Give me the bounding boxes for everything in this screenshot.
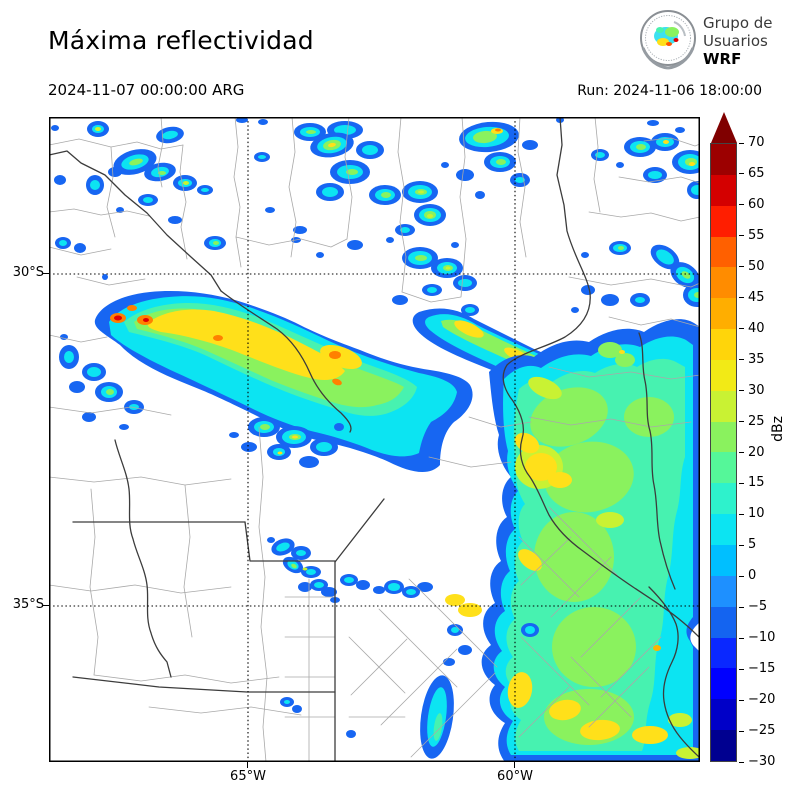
- colorbar-segment: [711, 298, 736, 330]
- run-time-label: Run: 2024-11-06 18:00:00: [577, 83, 762, 99]
- wrf-logo-seal: [640, 10, 696, 70]
- colorbar-segment: [711, 359, 736, 391]
- colorbar-overflow-arrow: [711, 112, 737, 143]
- reflectivity-map: [49, 117, 700, 762]
- colorbar-segment: [711, 421, 736, 453]
- colorbar-tick: [739, 606, 744, 608]
- colorbar-tick: [739, 730, 744, 732]
- colorbar-segment: [711, 267, 736, 299]
- colorbar-tick-label: 35: [748, 351, 765, 367]
- lon-tick-65w: [247, 762, 248, 768]
- colorbar-tick: [739, 390, 744, 392]
- colorbar-segment: [711, 390, 736, 422]
- colorbar-tick: [739, 235, 744, 237]
- logo-line-wrf: WRF: [703, 50, 742, 68]
- colorbar-segment: [711, 544, 736, 576]
- logo-line-2: Usuarios: [703, 32, 768, 50]
- colorbar-tick-label: 40: [748, 320, 765, 336]
- colorbar-tick-label: −20: [748, 692, 776, 708]
- colorbar-tick-label: 70: [748, 135, 765, 150]
- laurel-right: [667, 47, 695, 70]
- colorbar-tick: [739, 482, 744, 484]
- lon-label-60w: 60°W: [497, 769, 533, 784]
- colorbar-tick: [739, 513, 744, 515]
- colorbar-tick-label: 5: [748, 537, 757, 553]
- colorbar-segment: [711, 730, 736, 761]
- colorbar-segment: [711, 144, 736, 175]
- colorbar-segment: [711, 575, 736, 607]
- colorbar-tick: [739, 204, 744, 206]
- colorbar-tick-label: 15: [748, 475, 765, 491]
- colorbar-tick-label: 10: [748, 506, 765, 522]
- colorbar-tick-label: −30: [748, 754, 776, 769]
- lat-label-30s: 30°S: [12, 265, 44, 280]
- colorbar-tick: [739, 637, 744, 639]
- colorbar-tick: [739, 359, 744, 361]
- lon-tick-60w: [514, 762, 515, 768]
- colorbar-tick-label: 20: [748, 444, 765, 460]
- colorbar-tick: [739, 173, 744, 175]
- colorbar-tick-label: 45: [748, 289, 765, 305]
- colorbar-tick: [739, 421, 744, 423]
- colorbar-tick-label: 0: [748, 568, 757, 584]
- laurel-left: [641, 47, 669, 70]
- colorbar-unit-label: dBz: [770, 416, 786, 442]
- colorbar-tick: [739, 266, 744, 268]
- colorbar-tick: [739, 575, 744, 577]
- colorbar-segment: [711, 668, 736, 700]
- colorbar-tick: [739, 452, 744, 453]
- colorbar-tick-label: −10: [748, 630, 776, 646]
- logo-text: Grupo de Usuarios WRF: [703, 14, 773, 68]
- colorbar-segment: [711, 699, 736, 731]
- colorbar-tick: [739, 668, 744, 670]
- lon-label-65w: 65°W: [230, 769, 266, 784]
- colorbar-tick-label: 50: [748, 258, 765, 274]
- colorbar-tick: [739, 142, 744, 144]
- page-title: Máxima reflectividad: [48, 26, 314, 55]
- colorbar-tick-label: 60: [748, 196, 765, 212]
- colorbar-segment: [711, 174, 736, 206]
- colorbar-segment: [711, 329, 736, 360]
- lat-label-35s: 35°S: [12, 597, 44, 612]
- colorbar-segment: [711, 514, 736, 545]
- colorbar-tick-label: −15: [748, 661, 776, 677]
- colorbar-tick: [739, 328, 744, 330]
- logo-line-1: Grupo de: [703, 14, 773, 32]
- colorbar-segment: [711, 483, 736, 515]
- wrf-logo: [636, 8, 700, 72]
- colorbar-tick-label: −25: [748, 723, 776, 739]
- lat-tick-35s: [43, 605, 49, 606]
- colorbar-tick: [739, 544, 744, 546]
- colorbar-tick: [739, 761, 744, 763]
- colorbar-tick-label: 25: [748, 413, 765, 429]
- colorbar-segment: [711, 205, 736, 237]
- colorbar-tick-label: 55: [748, 227, 765, 243]
- colorbar-tick-label: −5: [748, 599, 768, 615]
- lat-tick-30s: [43, 273, 49, 274]
- colorbar-segment: [711, 606, 736, 638]
- colorbar-segment: [711, 452, 736, 484]
- colorbar-segment: [711, 236, 736, 268]
- valid-time-label: 2024-11-07 00:00:00 ARG: [48, 81, 245, 99]
- colorbar-tick: [739, 297, 744, 299]
- colorbar-tick: [739, 699, 744, 701]
- colorbar-segment: [711, 637, 736, 669]
- colorbar-tick-label: 30: [748, 382, 765, 398]
- colorbar: [710, 143, 737, 762]
- colorbar-tick-label: 65: [748, 165, 765, 181]
